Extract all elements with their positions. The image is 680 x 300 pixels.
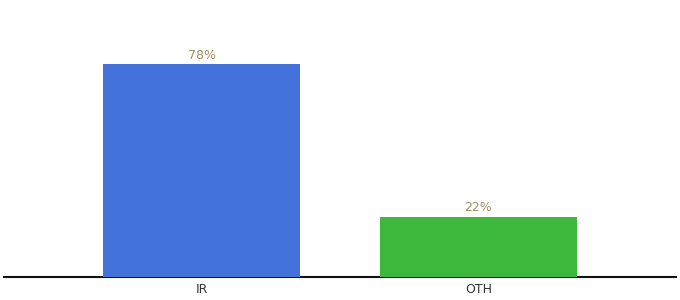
Bar [379, 217, 577, 277]
Text: 22%: 22% [464, 202, 492, 214]
Text: 78%: 78% [188, 49, 216, 62]
Bar [103, 64, 301, 277]
